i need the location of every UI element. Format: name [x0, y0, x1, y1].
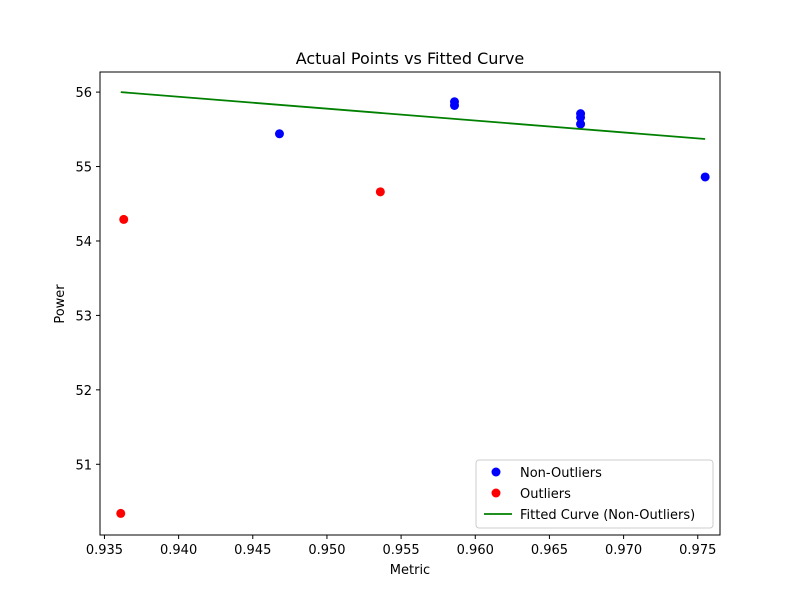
plot-frame: [99, 71, 721, 536]
non-outlier-point: [576, 119, 586, 129]
outlier-point: [116, 508, 126, 518]
x-tick-label: 0.970: [605, 543, 642, 558]
y-tick-label: 52: [75, 384, 92, 399]
x-tick-label: 0.965: [531, 543, 568, 558]
y-tick-label: 53: [75, 309, 92, 324]
outlier-point: [119, 214, 129, 224]
x-axis-label: Metric: [390, 563, 430, 578]
y-axis: 51 52 53 54 55 56: [75, 86, 100, 473]
y-tick-label: 51: [75, 458, 92, 473]
legend-label: Outliers: [520, 487, 571, 502]
y-axis-label: Power: [53, 284, 68, 324]
legend: Non-Outliers Outliers Fitted Curve (Non-Ou…: [475, 459, 714, 529]
legend-box: [475, 459, 714, 529]
non-outlier-point: [700, 172, 710, 182]
x-tick-label: 0.950: [308, 543, 345, 558]
legend-label: Non-Outliers: [520, 466, 602, 481]
x-tick-label: 0.955: [382, 543, 419, 558]
non-outlier-point: [449, 100, 459, 110]
x-axis: 0.935 0.940 0.945 0.950 0.955 0.960 0.965 0.970…: [86, 535, 716, 558]
non-outlier-point: [576, 112, 586, 122]
y-tick-label: 55: [75, 161, 92, 176]
y-tick-label: 56: [75, 86, 92, 101]
fitted-curve-line: [120, 91, 706, 140]
x-tick-label: 0.945: [234, 543, 271, 558]
non-outlier-point: [274, 129, 284, 139]
x-tick-label: 0.975: [679, 543, 716, 558]
chart-title: Actual Points vs Fitted Curve: [296, 49, 525, 68]
legend-label: Fitted Curve (Non-Outliers): [520, 508, 695, 523]
x-tick-label: 0.960: [457, 543, 494, 558]
legend-swatch-marker: [491, 467, 501, 477]
x-tick-label: 0.935: [86, 543, 123, 558]
plot-area: [99, 71, 721, 536]
legend-swatch-marker: [491, 488, 501, 498]
outlier-point: [375, 187, 385, 197]
y-tick-label: 54: [75, 235, 92, 250]
x-tick-label: 0.940: [160, 543, 197, 558]
